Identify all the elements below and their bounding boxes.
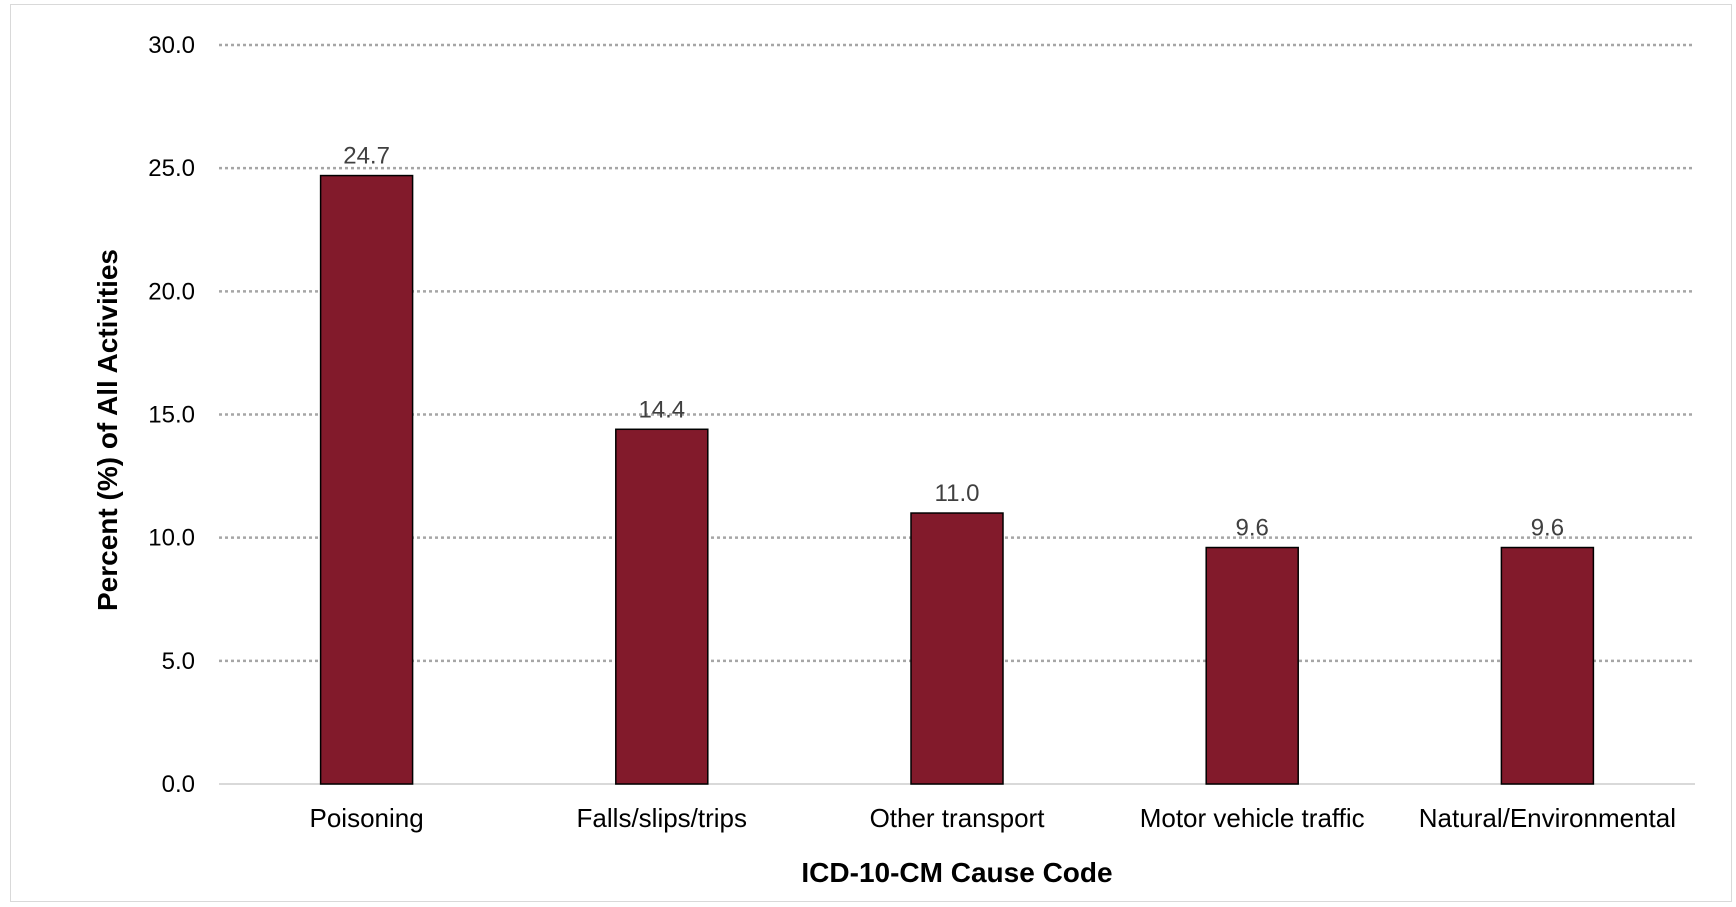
x-category-label: Poisoning xyxy=(309,803,423,833)
chart-frame xyxy=(10,4,1732,902)
y-axis-tick-labels: 0.0 5.0 10.0 15.0 20.0 25.0 30.0 xyxy=(148,32,195,798)
y-tick-label: 20.0 xyxy=(148,278,195,305)
bar xyxy=(319,174,414,785)
y-tick-label: 0.0 xyxy=(162,771,195,798)
data-labels: 24.7 14.4 11.0 9.6 9.6 xyxy=(343,143,1564,542)
bars xyxy=(319,174,1595,785)
x-axis-category-labels: Poisoning Falls/slips/trips Other transpor… xyxy=(309,803,1676,833)
x-category-label: Falls/slips/trips xyxy=(577,803,747,833)
bar xyxy=(1205,546,1299,785)
x-category-label: Other transport xyxy=(870,803,1046,833)
gridlines xyxy=(219,43,1695,663)
x-category-label: Motor vehicle traffic xyxy=(1140,803,1365,833)
bar xyxy=(910,512,1004,785)
x-category-label: Natural/Environmental xyxy=(1419,803,1676,833)
x-axis-title: ICD-10-CM Cause Code xyxy=(801,857,1112,888)
data-label: 9.6 xyxy=(1531,515,1564,542)
data-label: 9.6 xyxy=(1236,515,1269,542)
data-label: 24.7 xyxy=(343,143,390,170)
data-label: 11.0 xyxy=(935,480,980,507)
data-label: 14.4 xyxy=(638,396,685,423)
bar xyxy=(1500,546,1595,785)
y-tick-label: 30.0 xyxy=(148,32,195,59)
y-tick-label: 10.0 xyxy=(148,525,195,552)
bar xyxy=(615,428,709,785)
y-axis-title: Percent (%) of All Activities xyxy=(92,249,123,611)
y-tick-label: 5.0 xyxy=(162,648,195,675)
y-tick-label: 15.0 xyxy=(148,402,195,429)
y-tick-label: 25.0 xyxy=(148,155,195,182)
